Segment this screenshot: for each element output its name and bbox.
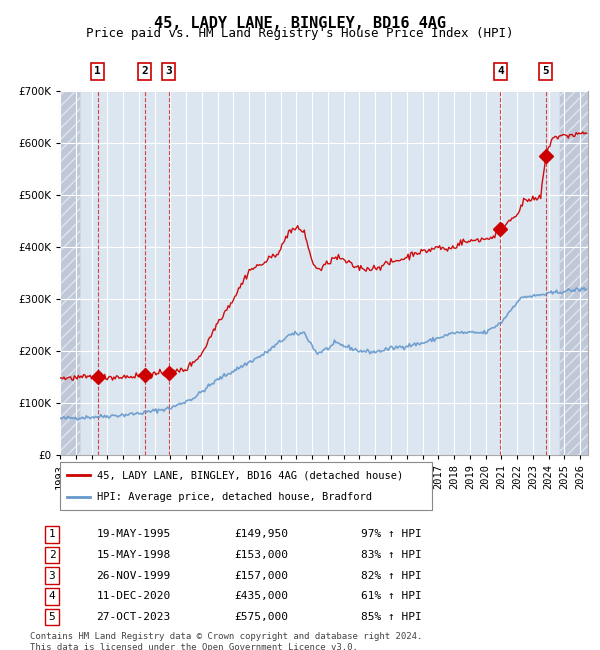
Text: £149,950: £149,950: [234, 529, 288, 539]
Text: Price paid vs. HM Land Registry's House Price Index (HPI): Price paid vs. HM Land Registry's House …: [86, 27, 514, 40]
Text: 19-MAY-1995: 19-MAY-1995: [96, 529, 170, 539]
FancyBboxPatch shape: [560, 91, 593, 455]
Text: £153,000: £153,000: [234, 550, 288, 560]
Text: 4: 4: [49, 592, 55, 601]
Text: 26-NOV-1999: 26-NOV-1999: [96, 571, 170, 580]
Text: 85% ↑ HPI: 85% ↑ HPI: [361, 612, 422, 622]
FancyBboxPatch shape: [60, 462, 432, 510]
Text: 45, LADY LANE, BINGLEY, BD16 4AG: 45, LADY LANE, BINGLEY, BD16 4AG: [154, 16, 446, 31]
Text: 5: 5: [542, 66, 549, 77]
Text: 5: 5: [49, 612, 55, 622]
Text: 1: 1: [49, 529, 55, 539]
Text: 97% ↑ HPI: 97% ↑ HPI: [361, 529, 422, 539]
Text: 45, LADY LANE, BINGLEY, BD16 4AG (detached house): 45, LADY LANE, BINGLEY, BD16 4AG (detach…: [97, 470, 403, 480]
Text: 1: 1: [94, 66, 101, 77]
Text: 3: 3: [49, 571, 55, 580]
Text: 61% ↑ HPI: 61% ↑ HPI: [361, 592, 422, 601]
Text: £157,000: £157,000: [234, 571, 288, 580]
Text: £435,000: £435,000: [234, 592, 288, 601]
Text: 27-OCT-2023: 27-OCT-2023: [96, 612, 170, 622]
Text: £575,000: £575,000: [234, 612, 288, 622]
Text: 83% ↑ HPI: 83% ↑ HPI: [361, 550, 422, 560]
FancyBboxPatch shape: [55, 91, 80, 455]
Text: HPI: Average price, detached house, Bradford: HPI: Average price, detached house, Brad…: [97, 491, 372, 502]
Text: 3: 3: [166, 66, 172, 77]
Text: 2: 2: [49, 550, 55, 560]
Text: Contains HM Land Registry data © Crown copyright and database right 2024.
This d: Contains HM Land Registry data © Crown c…: [30, 632, 422, 650]
Text: 15-MAY-1998: 15-MAY-1998: [96, 550, 170, 560]
Text: 4: 4: [497, 66, 504, 77]
Text: 11-DEC-2020: 11-DEC-2020: [96, 592, 170, 601]
Text: 2: 2: [141, 66, 148, 77]
Text: 82% ↑ HPI: 82% ↑ HPI: [361, 571, 422, 580]
